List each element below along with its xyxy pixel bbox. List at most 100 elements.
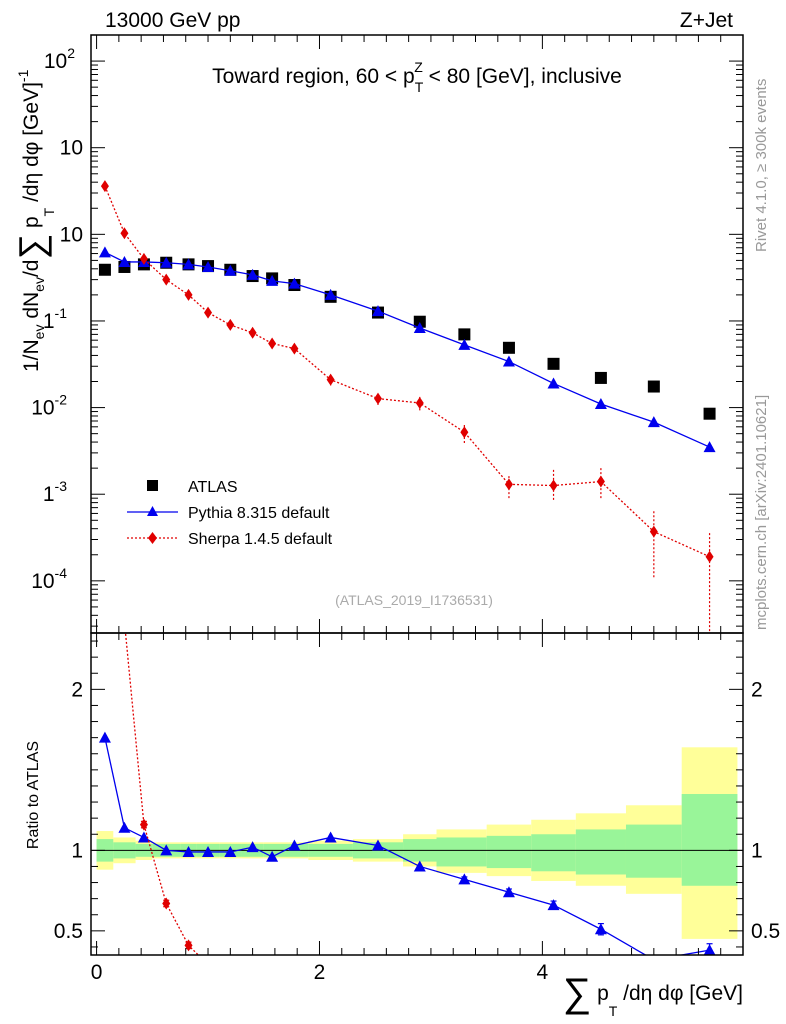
- legend-marker-atlas: [147, 480, 158, 491]
- pythia-ratio-point: [324, 831, 337, 843]
- pythia-ratio-point: [246, 841, 259, 853]
- pythia-ratio-point: [202, 845, 215, 857]
- ratio-band-green: [436, 837, 487, 867]
- sherpa-data-point: [204, 306, 213, 319]
- sherpa-data-point: [268, 337, 277, 350]
- title-text-post: < 80 [GeV], inclusive: [423, 65, 622, 88]
- ratio-band-green: [531, 834, 576, 872]
- analysis-watermark: (ATLAS_2019_I1736531): [335, 592, 493, 608]
- x-tick-label: 2: [314, 961, 326, 984]
- ratio-y-tick-label: 2: [71, 678, 83, 701]
- title-text-pre: Toward region, 60 < p: [212, 65, 415, 88]
- ratio-band-green: [486, 835, 532, 869]
- x-tick-label: 4: [537, 961, 549, 984]
- pythia-series-line: [104, 251, 710, 448]
- legend-label-sherpa: Sherpa 1.4.5 default: [188, 531, 333, 548]
- y-tick-label: 1-1: [43, 305, 67, 333]
- atlas-data-point: [647, 380, 660, 393]
- ratio-y-tick-label-right: 2: [751, 678, 763, 701]
- pythia-ratio-point: [703, 944, 716, 955]
- header-process-label: Z+Jet: [680, 9, 733, 32]
- y-tick-label: 102: [44, 45, 75, 73]
- ratio-y-tick-label: 1: [71, 839, 83, 862]
- ratio-band-green: [575, 829, 626, 875]
- pythia-data-point: [266, 274, 279, 286]
- pythia-data-point: [458, 338, 471, 350]
- x-axis-label: ∑ pT /dη dφ [GeV]: [563, 971, 743, 1019]
- sherpa-ratio-point: [184, 939, 193, 952]
- legend-label-atlas: ATLAS: [188, 479, 238, 496]
- sherpa-series-line: [104, 185, 710, 558]
- ratio-y-tick-label-right: 1: [751, 839, 763, 862]
- sherpa-data-point: [139, 252, 148, 265]
- sherpa-data-point: [460, 426, 469, 439]
- pythia-ratio-point: [594, 923, 607, 935]
- sherpa-data-point: [596, 475, 605, 488]
- pythia-ratio-point: [458, 873, 471, 885]
- ratio-band-green: [625, 824, 682, 878]
- pythia-data-point: [647, 416, 660, 428]
- sherpa-data-point: [373, 392, 382, 405]
- y-tick-label: 10-2: [31, 392, 67, 420]
- pythia-ratio-point: [224, 845, 237, 857]
- pythia-data-point: [594, 398, 607, 410]
- atlas-data-point: [594, 371, 607, 384]
- legend-marker-pythia: [147, 506, 158, 516]
- ratio-y-tick-label: 0.5: [54, 920, 83, 943]
- pythia-data-point: [118, 255, 131, 267]
- y-tick-label: 10: [60, 137, 83, 160]
- ratio-panel: 0.5 0.5 1 1 2 2 0 2 4 Ratio to ATLAS ∑ pT /dη d…: [25, 616, 780, 1019]
- pythia-data-point: [547, 377, 560, 389]
- ratio-y-tick-label-right: 0.5: [751, 920, 780, 943]
- pythia-ratio-point: [502, 886, 515, 898]
- sherpa-ratio-point: [162, 897, 171, 910]
- atlas-data-point: [458, 328, 471, 341]
- pythia-ratio-point: [266, 850, 279, 862]
- sherpa-data-point: [184, 288, 193, 301]
- pythia-data-point: [371, 305, 384, 317]
- legend-marker-sherpa: [148, 532, 157, 544]
- atlas-data-point: [547, 357, 560, 370]
- x-tick-label: 0: [91, 961, 103, 984]
- sherpa-data-point: [100, 180, 109, 193]
- pythia-data-point: [703, 441, 716, 453]
- sherpa-data-point: [504, 478, 513, 491]
- pythia-ratio-point: [547, 899, 560, 911]
- pythia-ratio-point: [118, 821, 131, 833]
- atlas-data-point: [703, 407, 716, 420]
- ratio-y-axis-label: Ratio to ATLAS: [25, 741, 42, 849]
- pythia-ratio-point: [182, 845, 195, 857]
- rivet-version-label: Rivet 4.1.0, ≥ 300k events: [753, 79, 770, 252]
- pythia-ratio-point: [413, 860, 426, 872]
- header-collision-label: 13000 GeV pp: [105, 9, 240, 32]
- y-tick-label: 10-4: [31, 565, 67, 593]
- atlas-data-point: [502, 341, 515, 354]
- y-tick-label: 10: [60, 223, 83, 246]
- atlas-data-point: [98, 263, 111, 276]
- legend-label-pythia: Pythia 8.315 default: [188, 505, 330, 522]
- sherpa-ratio-point: [139, 818, 148, 831]
- pythia-data-point: [324, 288, 337, 300]
- y-tick-label: 1-3: [43, 478, 67, 506]
- pythia-data-point: [202, 260, 215, 272]
- sherpa-data-point: [415, 396, 424, 409]
- title-subscript: T: [415, 79, 424, 95]
- mcplots-label: mcplots.cern.ch [arXiv:2401.10621]: [753, 395, 770, 630]
- sherpa-data-point: [649, 525, 658, 538]
- sherpa-data-point: [248, 326, 257, 339]
- sherpa-ratio-line: [124, 633, 200, 955]
- pythia-data-point: [98, 246, 111, 258]
- sherpa-data-point: [120, 227, 129, 240]
- sherpa-ratio-point: [120, 616, 128, 628]
- atlas-data-point: [413, 315, 426, 328]
- pythia-ratio-point: [137, 831, 150, 843]
- pythia-ratio-point: [160, 844, 173, 856]
- pythia-data-point: [288, 277, 301, 289]
- pythia-data-point: [413, 321, 426, 333]
- panel-title: Toward region, 60 < pTZ < 80 [GeV], incl…: [212, 59, 622, 95]
- pythia-data-point: [502, 355, 515, 367]
- y-axis-label: 1/Nev dNev/d∑ pT /dη dφ [GeV]-1: [11, 69, 57, 372]
- sherpa-data-point: [326, 373, 335, 386]
- pythia-ratio-point: [98, 731, 111, 743]
- ratio-panel-frame: [90, 632, 744, 956]
